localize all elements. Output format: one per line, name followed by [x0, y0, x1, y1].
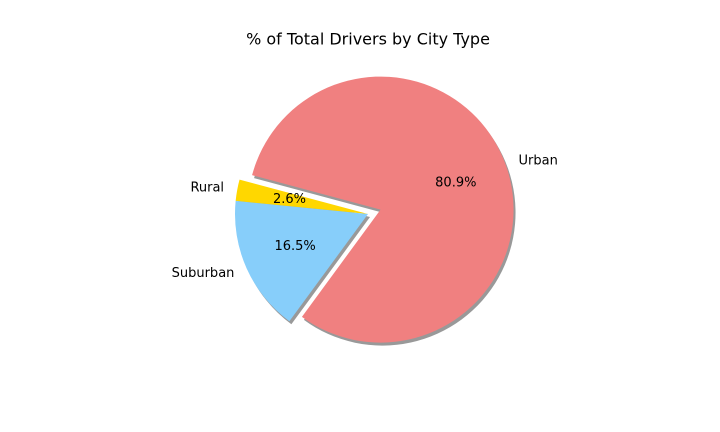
- value-label: 2.6%: [273, 192, 306, 207]
- slice: [252, 76, 514, 343]
- value-label: 16.5%: [274, 239, 315, 254]
- slice-label: Rural: [190, 180, 224, 195]
- value-label: 80.9%: [435, 176, 476, 191]
- slice: [235, 200, 368, 322]
- slice-label: Urban: [519, 154, 558, 169]
- slice: [235, 179, 368, 214]
- chart-title: % of Total Drivers by City Type: [246, 30, 490, 49]
- slice-label: Suburban: [172, 266, 235, 281]
